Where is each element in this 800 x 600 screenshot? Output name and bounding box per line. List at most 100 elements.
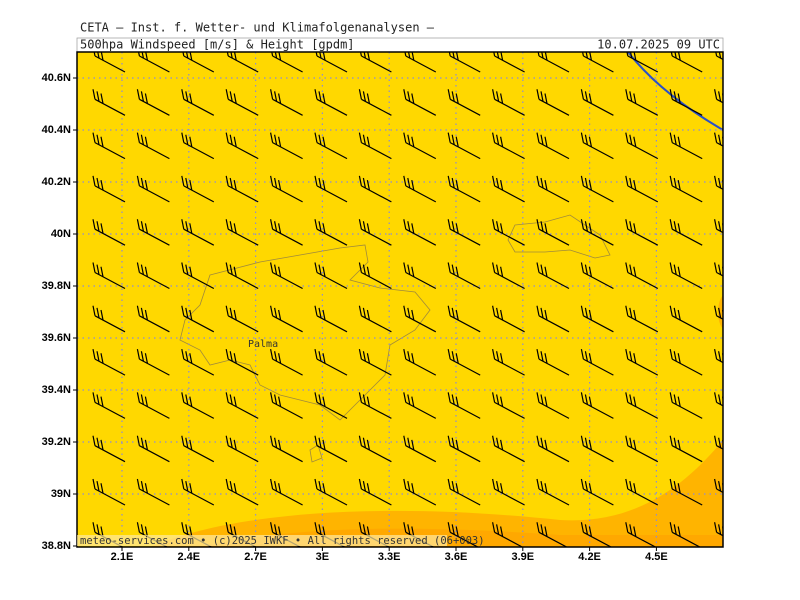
barb-shaft: [494, 401, 525, 419]
barb-feather: [274, 437, 278, 448]
wind-barb: [626, 52, 659, 73]
barb-feather: [669, 219, 673, 230]
barb-feather: [500, 353, 504, 364]
barb-feather: [189, 179, 193, 191]
wind-barb: [403, 89, 437, 116]
barb-feather: [544, 52, 548, 61]
barb-feather: [540, 351, 544, 362]
barb-shaft: [227, 142, 259, 160]
barb-shaft: [227, 55, 259, 73]
barb-shaft: [183, 98, 215, 116]
barb-feather: [229, 177, 233, 189]
barb-feather: [233, 483, 237, 494]
wind-barb: [403, 392, 437, 419]
barb-feather: [362, 221, 366, 232]
barb-feather: [625, 348, 629, 360]
barb-shaft: [94, 488, 126, 506]
barb-feather: [451, 264, 455, 275]
lat-label: 39N: [51, 488, 71, 500]
barb-shaft: [183, 228, 215, 246]
barb-feather: [496, 394, 500, 405]
barb-feather: [718, 91, 722, 102]
barb-feather: [229, 91, 233, 102]
barb-shaft: [716, 142, 723, 147]
barb-feather: [677, 526, 681, 537]
barb-feather: [225, 435, 229, 446]
barb-feather: [537, 52, 540, 57]
header-line: CETA – Inst. f. Wetter- und Klimafolgena…: [80, 21, 435, 35]
lon-label: 2.4E: [177, 551, 200, 563]
wind-barb: [136, 132, 170, 160]
barb-feather: [181, 219, 185, 230]
barb-shaft: [361, 142, 392, 160]
wind-barb: [493, 52, 525, 73]
barb-shaft: [139, 55, 170, 73]
wind-barb: [580, 132, 614, 160]
barb-feather: [584, 264, 588, 275]
barb-feather: [314, 262, 318, 273]
barb-feather: [500, 52, 504, 61]
barb-feather: [669, 175, 673, 187]
barb-feather: [229, 480, 233, 492]
barb-feather: [714, 435, 718, 446]
barb-shaft: [449, 445, 481, 463]
wind-barb: [625, 522, 657, 547]
barb-feather: [362, 91, 366, 102]
barb-shaft: [361, 401, 392, 419]
wind-barb: [715, 52, 723, 61]
barb-shaft: [361, 445, 392, 463]
barb-shaft: [538, 228, 570, 246]
barb-feather: [318, 221, 322, 232]
barb-feather: [100, 223, 104, 234]
barb-shaft: [94, 185, 126, 203]
barb-feather: [403, 522, 407, 533]
barb-feather: [229, 394, 233, 405]
barb-feather: [447, 392, 451, 403]
wind-barb: [314, 392, 348, 419]
barb-feather: [185, 221, 189, 232]
barb-feather: [140, 394, 144, 405]
barb-shaft: [494, 315, 525, 333]
footer-box: [77, 535, 447, 546]
barb-feather: [181, 89, 185, 100]
barb-feather: [322, 179, 326, 191]
wind-barb: [580, 89, 614, 116]
wind-barb: [271, 52, 303, 73]
barb-feather: [451, 91, 455, 102]
barb-feather: [677, 396, 681, 407]
barb-feather: [411, 136, 415, 147]
place-label: Palma: [248, 339, 278, 350]
lat-label: 40N: [51, 228, 71, 240]
barb-shaft: [361, 55, 392, 73]
barb-feather: [270, 522, 274, 533]
barb-shaft: [716, 271, 723, 277]
field-orange: [150, 440, 723, 547]
barb-shaft: [583, 315, 614, 333]
barb-feather: [358, 132, 362, 143]
wind-barb: [181, 262, 215, 290]
barb-feather: [322, 439, 326, 451]
barb-shaft: [449, 142, 481, 160]
barb-feather: [718, 480, 722, 492]
barb-feather: [500, 526, 504, 537]
barb-feather: [455, 223, 459, 234]
barb-shaft: [449, 228, 481, 246]
barb-feather: [322, 526, 326, 537]
barb-shaft: [671, 488, 703, 506]
barb-feather: [92, 175, 96, 187]
wind-barb: [625, 348, 659, 376]
barb-feather: [225, 219, 229, 230]
barb-shaft: [494, 185, 525, 203]
barb-feather: [314, 392, 318, 403]
barb-feather: [407, 177, 411, 189]
barb-feather: [100, 483, 104, 494]
barb-feather: [181, 305, 185, 316]
barb-feather: [411, 396, 415, 407]
wind-barb: [136, 175, 170, 203]
barb-feather: [366, 396, 370, 407]
barb-feather: [544, 526, 548, 537]
barb-feather: [500, 483, 504, 494]
barb-feather: [318, 480, 322, 492]
barb-feather: [588, 93, 592, 104]
barb-feather: [144, 266, 148, 277]
